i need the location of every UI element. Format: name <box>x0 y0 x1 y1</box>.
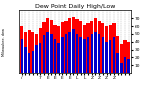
Text: Milwaukee, dew: Milwaukee, dew <box>2 28 6 56</box>
Bar <box>105 42 108 73</box>
Bar <box>61 22 64 73</box>
Bar <box>80 37 82 73</box>
Bar <box>94 18 97 73</box>
Bar <box>43 35 45 73</box>
Bar <box>50 34 52 73</box>
Bar <box>91 34 93 73</box>
Bar <box>42 22 46 73</box>
Bar <box>20 39 23 73</box>
Bar <box>75 19 79 73</box>
Title: Dew Point Daily High/Low: Dew Point Daily High/Low <box>35 4 115 9</box>
Bar <box>116 36 119 73</box>
Bar <box>109 40 112 73</box>
Bar <box>46 18 49 73</box>
Bar <box>83 39 86 73</box>
Bar <box>113 37 115 73</box>
Bar <box>28 53 30 73</box>
Bar <box>127 59 130 73</box>
Bar <box>35 45 38 73</box>
Bar <box>124 57 126 73</box>
Bar <box>32 51 34 73</box>
Bar <box>31 32 34 73</box>
Bar <box>24 47 27 73</box>
Bar <box>39 43 41 73</box>
Bar <box>72 17 75 73</box>
Bar <box>39 28 42 73</box>
Bar <box>102 37 104 73</box>
Bar <box>68 32 71 73</box>
Bar <box>83 25 86 73</box>
Bar <box>105 26 108 73</box>
Bar <box>65 34 67 73</box>
Bar <box>72 29 75 73</box>
Bar <box>64 21 68 73</box>
Bar <box>46 32 49 73</box>
Bar <box>68 18 71 73</box>
Bar <box>120 63 123 73</box>
Bar <box>87 37 89 73</box>
Bar <box>57 26 60 73</box>
Bar <box>24 32 27 73</box>
Bar <box>86 23 90 73</box>
Bar <box>98 34 100 73</box>
Bar <box>123 40 127 73</box>
Bar <box>116 53 119 73</box>
Bar <box>76 34 78 73</box>
Bar <box>54 39 56 73</box>
Bar <box>28 30 31 73</box>
Bar <box>101 23 104 73</box>
Bar <box>97 21 101 73</box>
Bar <box>79 21 82 73</box>
Bar <box>50 20 53 73</box>
Bar <box>127 42 130 73</box>
Bar <box>61 37 64 73</box>
Bar <box>90 21 93 73</box>
Bar <box>120 44 123 73</box>
Bar <box>35 34 38 73</box>
Bar <box>57 43 60 73</box>
Bar <box>112 23 116 73</box>
Bar <box>20 26 23 73</box>
Bar <box>53 25 57 73</box>
Bar <box>94 32 97 73</box>
Bar <box>109 25 112 73</box>
